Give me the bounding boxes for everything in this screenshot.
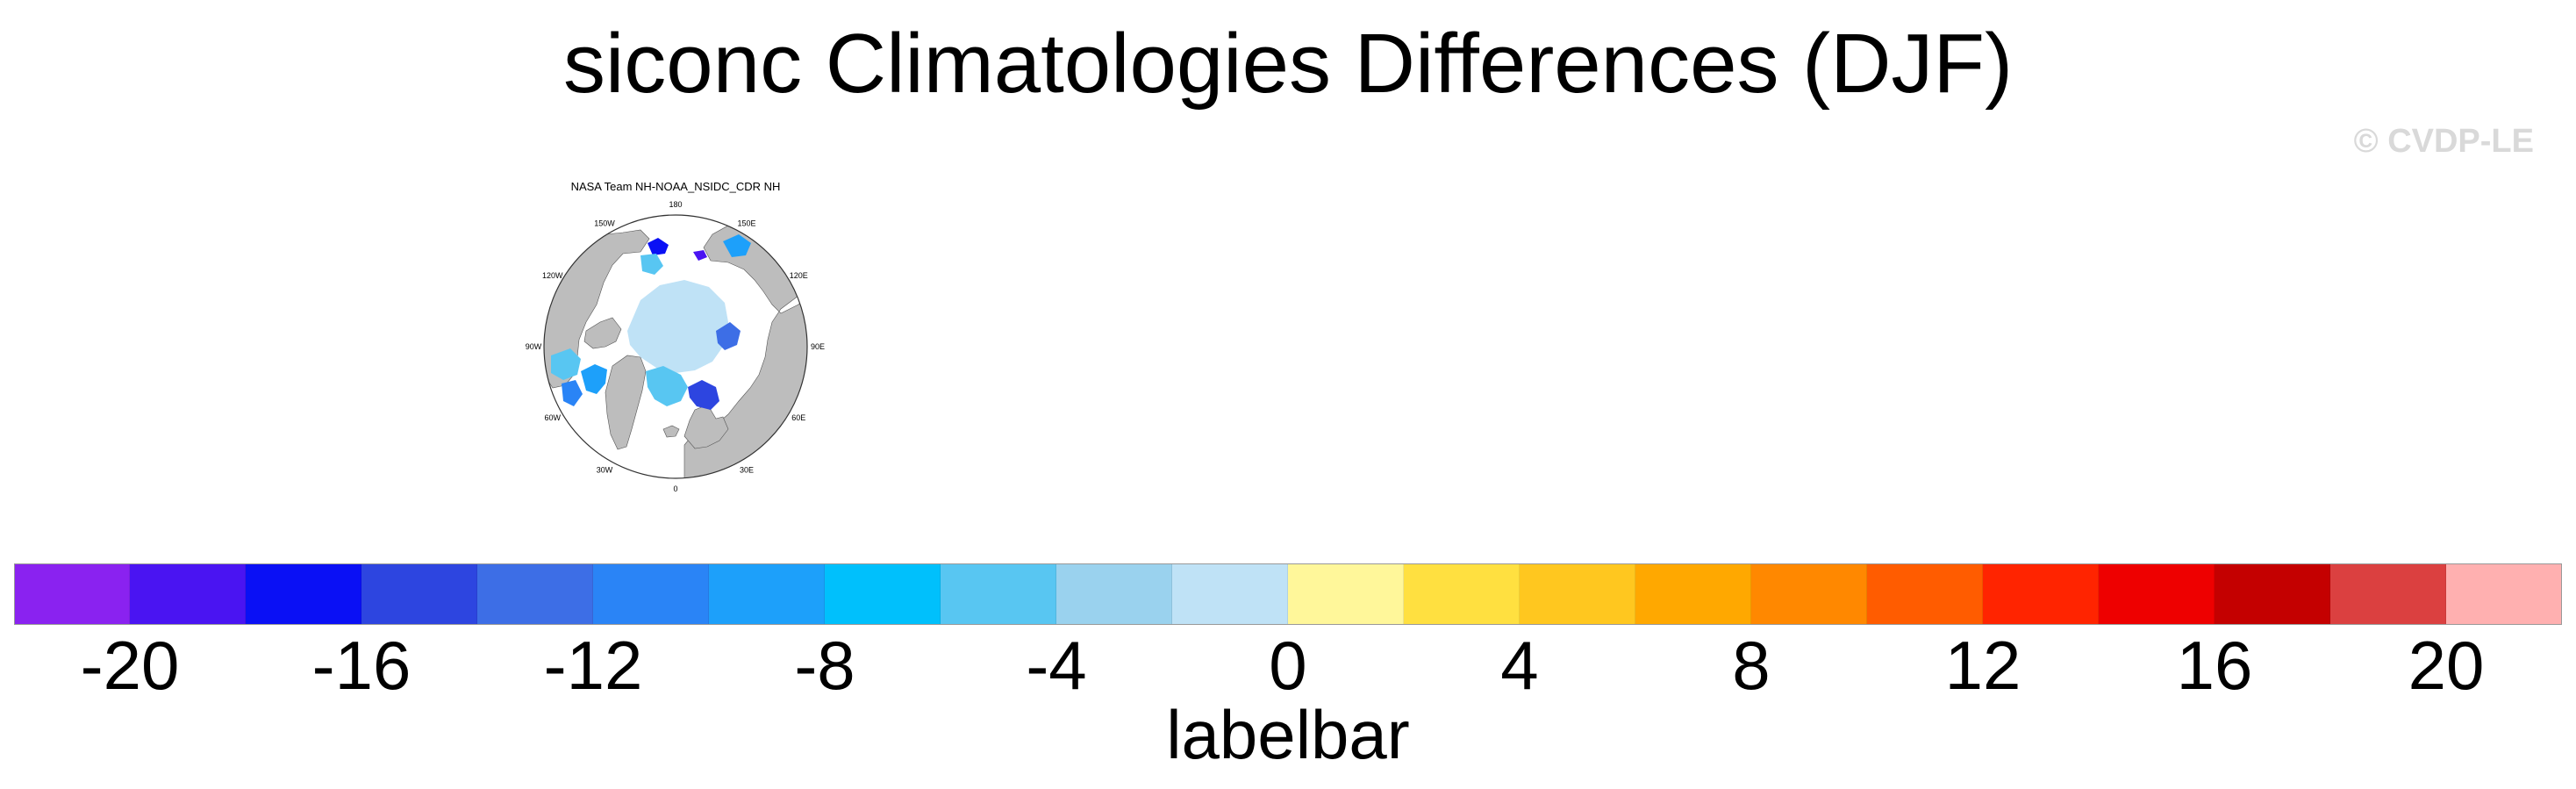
panel-title: NASA Team NH-NOAA_NSIDC_CDR NH xyxy=(570,180,781,193)
labelbar-ticks: -20 -16 -12 -8 -4 0 4 8 12 16 20 xyxy=(14,630,2562,700)
longitude-labels: 180 150E 120E 90E 60E 30E 0 30W 60W 90W 120W 150W xyxy=(526,200,825,493)
labelbar-box xyxy=(2446,563,2562,625)
figure-title: siconc Climatologies Differences (DJF) xyxy=(562,17,2014,111)
labelbar-box xyxy=(130,563,246,625)
bering-ice-2 xyxy=(640,254,663,275)
longitude-label: 150E xyxy=(737,219,755,228)
labelbar-box xyxy=(593,563,709,625)
kara-ice xyxy=(716,322,741,350)
map-frame xyxy=(543,214,808,479)
labelbar-box xyxy=(709,563,825,625)
labelbar-box xyxy=(2330,563,2446,625)
greenland-sea-ice xyxy=(646,366,688,406)
labelbar-tick-label: -8 xyxy=(794,627,855,704)
labelbar-box xyxy=(941,563,1056,625)
labelbar-box xyxy=(14,563,130,625)
east-siberian-ice xyxy=(693,250,707,261)
labrador-ice xyxy=(562,380,583,406)
labelbar xyxy=(14,563,2562,625)
labelbar-tick-label: -4 xyxy=(1026,627,1087,704)
labelbar-tick-label: -16 xyxy=(311,627,411,704)
labelbar-box xyxy=(1288,563,1404,625)
bering-ice xyxy=(648,238,669,255)
labelbar-box xyxy=(1867,563,1983,625)
labelbar-box xyxy=(1635,563,1751,625)
baffin-ice xyxy=(581,364,607,394)
labelbar-tick-label: 12 xyxy=(1944,627,2021,704)
labelbar-box xyxy=(1983,563,2099,625)
canadian-archipelago xyxy=(583,317,622,349)
labelbar-box xyxy=(361,563,477,625)
bering-positive-patch xyxy=(776,241,788,252)
labelbar-box xyxy=(2099,563,2215,625)
labelbar-tick-label: 4 xyxy=(1500,627,1539,704)
longitude-label: 90E xyxy=(811,342,825,351)
labelbar-box xyxy=(477,563,593,625)
longitude-label: 30W xyxy=(597,465,613,474)
labelbar-tick-label: 0 xyxy=(1269,627,1307,704)
labelbar-box xyxy=(825,563,941,625)
longitude-label: 60E xyxy=(791,413,805,422)
labelbar-box xyxy=(1056,563,1172,625)
labelbar-caption: labelbar xyxy=(1166,696,1410,773)
labelbar-box xyxy=(2215,563,2330,625)
labelbar-box xyxy=(1520,563,1635,625)
polar-map: 180 150E 120E 90E 60E 30E 0 30W 60W 90W 120W 150W xyxy=(526,200,825,493)
labelbar-box xyxy=(246,563,361,625)
labelbar-box xyxy=(1172,563,1288,625)
iceland-land xyxy=(662,425,680,438)
central-arctic-ice xyxy=(627,280,728,373)
map-panel: NASA Team NH-NOAA_NSIDC_CDR NH xyxy=(509,180,842,505)
longitude-label: 120E xyxy=(790,271,808,280)
cvdp-watermark: © CVDP-LE xyxy=(2353,123,2534,160)
longitude-label: 30E xyxy=(740,465,754,474)
hudson-bay-ice xyxy=(551,348,581,380)
labelbar-tick-label: 16 xyxy=(2176,627,2253,704)
longitude-label: 60W xyxy=(544,413,561,422)
labelbar-tick-label: 20 xyxy=(2408,627,2485,704)
longitude-label: 120W xyxy=(542,271,563,280)
barents-ice xyxy=(688,380,719,410)
labelbar-tick-label: -20 xyxy=(80,627,180,704)
longitude-label: 150W xyxy=(594,219,615,228)
longitude-label: 0 xyxy=(673,484,677,493)
okhotsk-ice xyxy=(723,234,751,257)
labelbar-box xyxy=(1751,563,1867,625)
labelbar-tick-label: -12 xyxy=(543,627,643,704)
scandinavia-land xyxy=(683,405,729,449)
longitude-label: 180 xyxy=(669,200,682,209)
labelbar-tick-label: 8 xyxy=(1732,627,1771,704)
longitude-label: 90W xyxy=(526,342,542,351)
labelbar-box xyxy=(1404,563,1520,625)
